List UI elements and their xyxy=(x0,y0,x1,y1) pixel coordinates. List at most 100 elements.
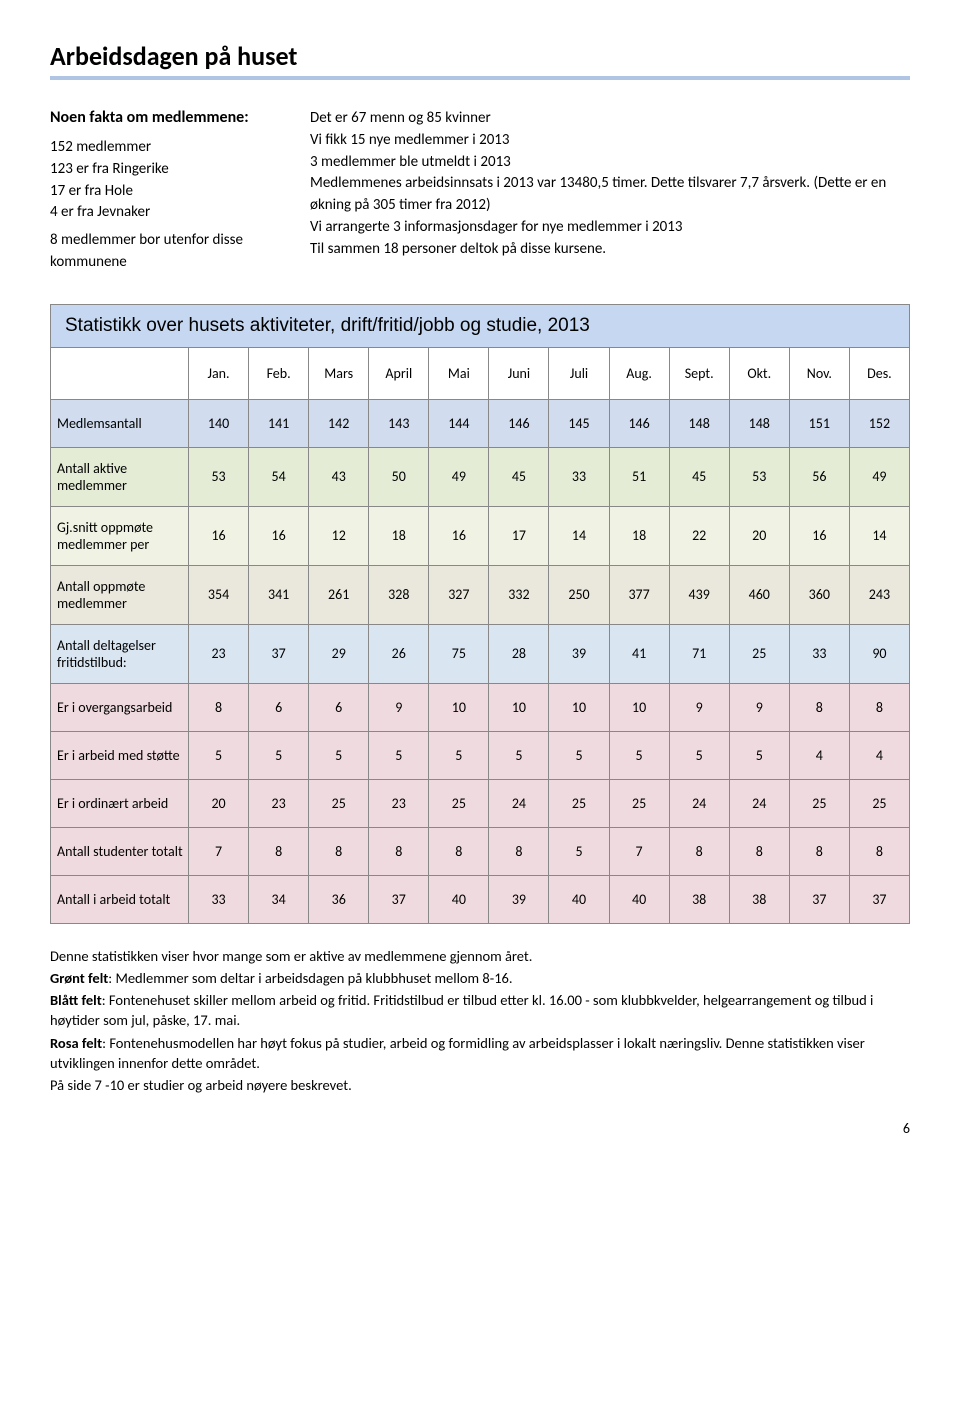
data-cell: 243 xyxy=(849,565,909,624)
data-cell: 144 xyxy=(429,399,489,447)
row-label: Gj.snitt oppmøte medlemmer per xyxy=(51,506,189,565)
row-label: Antall deltagelser fritidstilbud: xyxy=(51,624,189,683)
data-cell: 5 xyxy=(429,731,489,779)
data-cell: 16 xyxy=(789,506,849,565)
data-cell: 25 xyxy=(609,779,669,827)
row-label: Antall oppmøte medlemmer xyxy=(51,565,189,624)
data-cell: 25 xyxy=(429,779,489,827)
data-cell: 71 xyxy=(669,624,729,683)
row-label: Er i ordinært arbeid xyxy=(51,779,189,827)
footer-text: : Fontenehusmodellen har høyt fokus på s… xyxy=(50,1034,865,1072)
data-cell: 354 xyxy=(189,565,249,624)
details-column: Det er 67 menn og 85 kvinnerVi fikk 15 n… xyxy=(310,108,910,274)
month-header: Juli xyxy=(549,347,609,399)
data-cell: 341 xyxy=(249,565,309,624)
data-cell: 7 xyxy=(609,827,669,875)
footer-text: : Fontenehuset skiller mellom arbeid og … xyxy=(50,991,873,1029)
data-cell: 5 xyxy=(189,731,249,779)
data-cell: 142 xyxy=(309,399,369,447)
data-cell: 14 xyxy=(549,506,609,565)
data-cell: 6 xyxy=(309,683,369,731)
data-cell: 23 xyxy=(189,624,249,683)
data-cell: 24 xyxy=(669,779,729,827)
data-cell: 5 xyxy=(729,731,789,779)
data-cell: 141 xyxy=(249,399,309,447)
data-cell: 37 xyxy=(789,875,849,923)
detail-line: Til sammen 18 personer deltok på disse k… xyxy=(310,239,910,261)
header-blank xyxy=(51,347,189,399)
data-cell: 51 xyxy=(609,447,669,506)
footer-line: På side 7 -10 er studier og arbeid nøyer… xyxy=(50,1075,910,1095)
page-number: 6 xyxy=(50,1120,910,1137)
data-cell: 22 xyxy=(669,506,729,565)
intro-columns: Noen fakta om medlemmene: 152 medlemmer1… xyxy=(50,108,910,274)
data-cell: 5 xyxy=(369,731,429,779)
data-cell: 75 xyxy=(429,624,489,683)
data-cell: 36 xyxy=(309,875,369,923)
data-cell: 29 xyxy=(309,624,369,683)
month-header: Mai xyxy=(429,347,489,399)
data-cell: 8 xyxy=(429,827,489,875)
data-cell: 143 xyxy=(369,399,429,447)
data-cell: 5 xyxy=(489,731,549,779)
month-header: Juni xyxy=(489,347,549,399)
month-header: Aug. xyxy=(609,347,669,399)
data-cell: 14 xyxy=(849,506,909,565)
footer-line: Denne statistikken viser hvor mange som … xyxy=(50,946,910,966)
data-cell: 56 xyxy=(789,447,849,506)
data-cell: 5 xyxy=(549,827,609,875)
month-header: Jan. xyxy=(189,347,249,399)
fact-line: 4 er fra Jevnaker xyxy=(50,202,280,224)
data-cell: 6 xyxy=(249,683,309,731)
data-cell: 25 xyxy=(309,779,369,827)
data-cell: 37 xyxy=(249,624,309,683)
footer-line: Rosa felt: Fontenehusmodellen har høyt f… xyxy=(50,1033,910,1074)
data-cell: 41 xyxy=(609,624,669,683)
facts-heading: Noen fakta om medlemmene: xyxy=(50,108,280,127)
data-cell: 37 xyxy=(849,875,909,923)
data-cell: 23 xyxy=(249,779,309,827)
data-cell: 8 xyxy=(789,827,849,875)
data-cell: 10 xyxy=(489,683,549,731)
data-cell: 8 xyxy=(249,827,309,875)
data-cell: 460 xyxy=(729,565,789,624)
data-cell: 146 xyxy=(609,399,669,447)
data-cell: 49 xyxy=(849,447,909,506)
title-underline xyxy=(50,76,910,80)
data-cell: 53 xyxy=(729,447,789,506)
data-cell: 5 xyxy=(249,731,309,779)
data-cell: 8 xyxy=(849,683,909,731)
data-cell: 8 xyxy=(189,683,249,731)
data-cell: 8 xyxy=(309,827,369,875)
data-cell: 40 xyxy=(609,875,669,923)
data-cell: 10 xyxy=(609,683,669,731)
data-cell: 25 xyxy=(789,779,849,827)
detail-line: 3 medlemmer ble utmeldt i 2013 xyxy=(310,152,910,174)
data-cell: 10 xyxy=(429,683,489,731)
fact-line: 123 er fra Ringerike xyxy=(50,159,280,181)
detail-line: Vi fikk 15 nye medlemmer i 2013 xyxy=(310,130,910,152)
data-cell: 25 xyxy=(549,779,609,827)
data-cell: 39 xyxy=(489,875,549,923)
data-cell: 43 xyxy=(309,447,369,506)
data-cell: 25 xyxy=(849,779,909,827)
row-label: Antall aktive medlemmer xyxy=(51,447,189,506)
row-label: Medlemsantall xyxy=(51,399,189,447)
data-cell: 327 xyxy=(429,565,489,624)
data-cell: 250 xyxy=(549,565,609,624)
data-cell: 25 xyxy=(729,624,789,683)
footer-line: Blått felt: Fontenehuset skiller mellom … xyxy=(50,990,910,1031)
data-cell: 332 xyxy=(489,565,549,624)
data-cell: 28 xyxy=(489,624,549,683)
data-cell: 5 xyxy=(609,731,669,779)
data-cell: 50 xyxy=(369,447,429,506)
data-cell: 33 xyxy=(789,624,849,683)
data-cell: 8 xyxy=(849,827,909,875)
data-cell: 18 xyxy=(609,506,669,565)
fact-line: 17 er fra Hole xyxy=(50,181,280,203)
row-label: Antall i arbeid totalt xyxy=(51,875,189,923)
data-cell: 140 xyxy=(189,399,249,447)
data-cell: 20 xyxy=(189,779,249,827)
data-cell: 4 xyxy=(849,731,909,779)
data-cell: 37 xyxy=(369,875,429,923)
